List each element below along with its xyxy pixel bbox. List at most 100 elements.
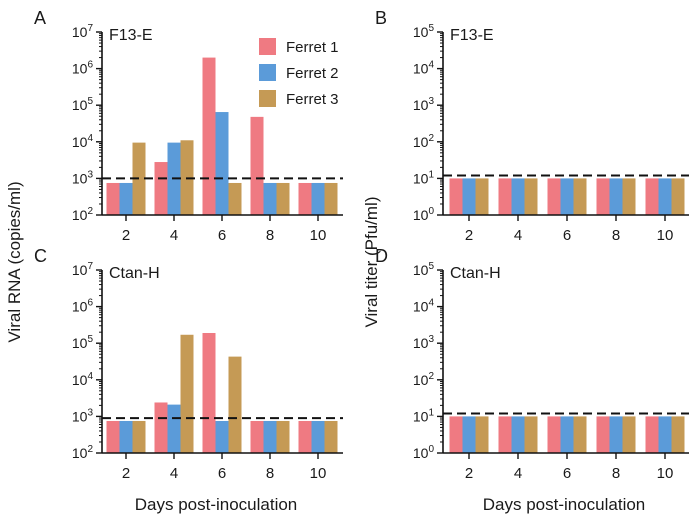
x-tick-label-B-6: 6: [563, 227, 571, 244]
x-axis-label-left: Days post-inoculation: [135, 495, 298, 514]
bar-D-day4-ferret2: [511, 416, 525, 453]
bar-A-day10-ferret1: [298, 182, 312, 215]
bar-C-day2-ferret3: [132, 420, 146, 453]
bar-C-day8-ferret1: [250, 420, 264, 453]
y-tick-label-A: 105: [72, 96, 94, 113]
bar-A-day6-ferret1: [202, 57, 216, 215]
bar-A-day8-ferret2: [263, 182, 277, 215]
bar-B-day2-ferret1: [449, 178, 463, 215]
y-axis-label-right: Viral titer (Pfu/ml): [362, 197, 381, 328]
bar-C-day10-ferret1: [298, 420, 312, 453]
y-tick-label-B: 104: [413, 60, 435, 77]
x-tick-label-D-8: 8: [612, 465, 620, 482]
y-tick-label-B: 102: [413, 133, 435, 150]
y-tick-label-A: 102: [72, 206, 94, 223]
x-tick-label-C-4: 4: [170, 465, 178, 482]
bar-B-day2-ferret2: [462, 178, 476, 215]
bar-B-day8-ferret1: [596, 178, 610, 215]
y-tick-label-A: 103: [72, 169, 94, 186]
bar-C-day6-ferret1: [202, 332, 216, 453]
bar-A-day8-ferret1: [250, 116, 264, 215]
bar-B-day2-ferret3: [475, 178, 489, 215]
bar-D-day6-ferret3: [573, 416, 587, 453]
bar-D-day2-ferret2: [462, 416, 476, 453]
bar-C-day6-ferret2: [215, 420, 229, 453]
y-tick-label-C: 107: [72, 261, 94, 278]
bar-A-day6-ferret2: [215, 112, 229, 215]
x-axis-label-right: Days post-inoculation: [483, 495, 646, 514]
y-tick-label-D: 100: [413, 444, 435, 461]
x-tick-label-B-10: 10: [657, 227, 674, 244]
bar-D-day10-ferret1: [645, 416, 659, 453]
panel-title-C: Ctan-H: [109, 265, 160, 282]
x-tick-label-A-10: 10: [310, 227, 327, 244]
bar-C-day10-ferret2: [311, 420, 325, 453]
y-tick-label-D: 105: [413, 261, 435, 278]
bar-B-day10-ferret2: [658, 178, 672, 215]
bar-B-day10-ferret3: [671, 178, 685, 215]
panel-letter-B: B: [375, 8, 387, 28]
legend-label-ferret-1: Ferret 1: [286, 39, 339, 56]
y-tick-label-B: 100: [413, 206, 435, 223]
bar-A-day2-ferret1: [106, 182, 120, 215]
y-tick-label-B: 105: [413, 23, 435, 40]
legend-label-ferret-2: Ferret 2: [286, 65, 339, 82]
x-tick-label-C-6: 6: [218, 465, 226, 482]
panel-title-B: F13-E: [450, 27, 494, 44]
panel-title-A: F13-E: [109, 27, 153, 44]
bar-C-day2-ferret2: [119, 420, 133, 453]
x-tick-label-A-2: 2: [122, 227, 130, 244]
x-tick-label-B-2: 2: [465, 227, 473, 244]
x-tick-label-A-8: 8: [266, 227, 274, 244]
y-tick-label-B: 103: [413, 96, 435, 113]
bar-A-day8-ferret3: [276, 182, 290, 215]
bar-A-day6-ferret3: [228, 182, 242, 215]
bar-D-day6-ferret1: [547, 416, 561, 453]
bar-B-day4-ferret2: [511, 178, 525, 215]
bar-D-day8-ferret1: [596, 416, 610, 453]
bar-D-day10-ferret2: [658, 416, 672, 453]
y-tick-label-A: 106: [72, 60, 94, 77]
y-axis-label-left: Viral RNA (copies/ml): [5, 181, 24, 342]
y-tick-label-D: 104: [413, 298, 435, 315]
y-tick-label-D: 103: [413, 334, 435, 351]
bar-C-day4-ferret2: [167, 404, 181, 453]
y-tick-label-C: 102: [72, 444, 94, 461]
bar-C-day8-ferret3: [276, 420, 290, 453]
legend: Ferret 1 Ferret 2 Ferret 3: [259, 38, 339, 108]
y-tick-label-B: 101: [413, 169, 435, 186]
bar-A-day10-ferret2: [311, 182, 325, 215]
bar-D-day2-ferret3: [475, 416, 489, 453]
bar-B-day8-ferret3: [622, 178, 636, 215]
bar-D-day8-ferret3: [622, 416, 636, 453]
panel-letter-C: C: [34, 246, 47, 266]
chart-panel-D: 100 101 102 103 104 105 2 4 6 8 10 D Ctan-H: [375, 246, 689, 482]
panel-title-D: Ctan-H: [450, 265, 501, 282]
bar-B-day10-ferret1: [645, 178, 659, 215]
panel-letter-A: A: [34, 8, 46, 28]
chart-panel-B: 100 101 102 103 104 105 2 4 6 8 10 B F13-E: [375, 8, 689, 244]
y-tick-label-D: 101: [413, 407, 435, 424]
bar-C-day4-ferret3: [180, 334, 194, 453]
x-tick-label-D-6: 6: [563, 465, 571, 482]
bar-B-day6-ferret2: [560, 178, 574, 215]
y-tick-label-A: 104: [72, 133, 94, 150]
bar-B-day6-ferret1: [547, 178, 561, 215]
bar-D-day8-ferret2: [609, 416, 623, 453]
y-tick-label-D: 102: [413, 371, 435, 388]
x-tick-label-B-8: 8: [612, 227, 620, 244]
bar-D-day4-ferret3: [524, 416, 538, 453]
bar-D-day2-ferret1: [449, 416, 463, 453]
bar-D-day4-ferret1: [498, 416, 512, 453]
y-tick-label-C: 103: [72, 407, 94, 424]
x-tick-label-C-8: 8: [266, 465, 274, 482]
panel-letter-D: D: [375, 246, 388, 266]
bar-A-day2-ferret2: [119, 182, 133, 215]
y-tick-label-A: 107: [72, 23, 94, 40]
bar-D-day6-ferret2: [560, 416, 574, 453]
y-tick-label-C: 106: [72, 298, 94, 315]
bar-B-day4-ferret1: [498, 178, 512, 215]
bar-D-day10-ferret3: [671, 416, 685, 453]
